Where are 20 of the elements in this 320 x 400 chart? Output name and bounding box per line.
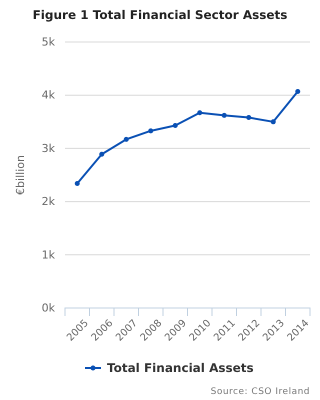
point bbox=[99, 152, 104, 157]
point bbox=[197, 110, 202, 116]
point bbox=[246, 115, 252, 120]
source-note: Source: CSO Ireland bbox=[210, 387, 310, 397]
point bbox=[295, 88, 300, 94]
chart-title: Figure 1 Total Financial Sector Assets bbox=[32, 8, 288, 22]
y-tick-label: 0k bbox=[42, 302, 56, 315]
point bbox=[148, 128, 154, 134]
y-tick-label: 1k bbox=[42, 248, 56, 262]
point bbox=[172, 123, 178, 128]
y-tick-label: 2k bbox=[42, 195, 56, 208]
y-tick-label: 3k bbox=[42, 142, 56, 155]
point bbox=[74, 181, 80, 186]
y-tick-label: 4k bbox=[42, 88, 56, 102]
point bbox=[124, 136, 129, 142]
point bbox=[270, 119, 276, 124]
y-tick-label: 5k bbox=[42, 36, 56, 49]
point bbox=[222, 112, 227, 118]
y-axis-title: €billion bbox=[14, 155, 27, 195]
legend-label: Total Financial Assets bbox=[107, 361, 254, 376]
